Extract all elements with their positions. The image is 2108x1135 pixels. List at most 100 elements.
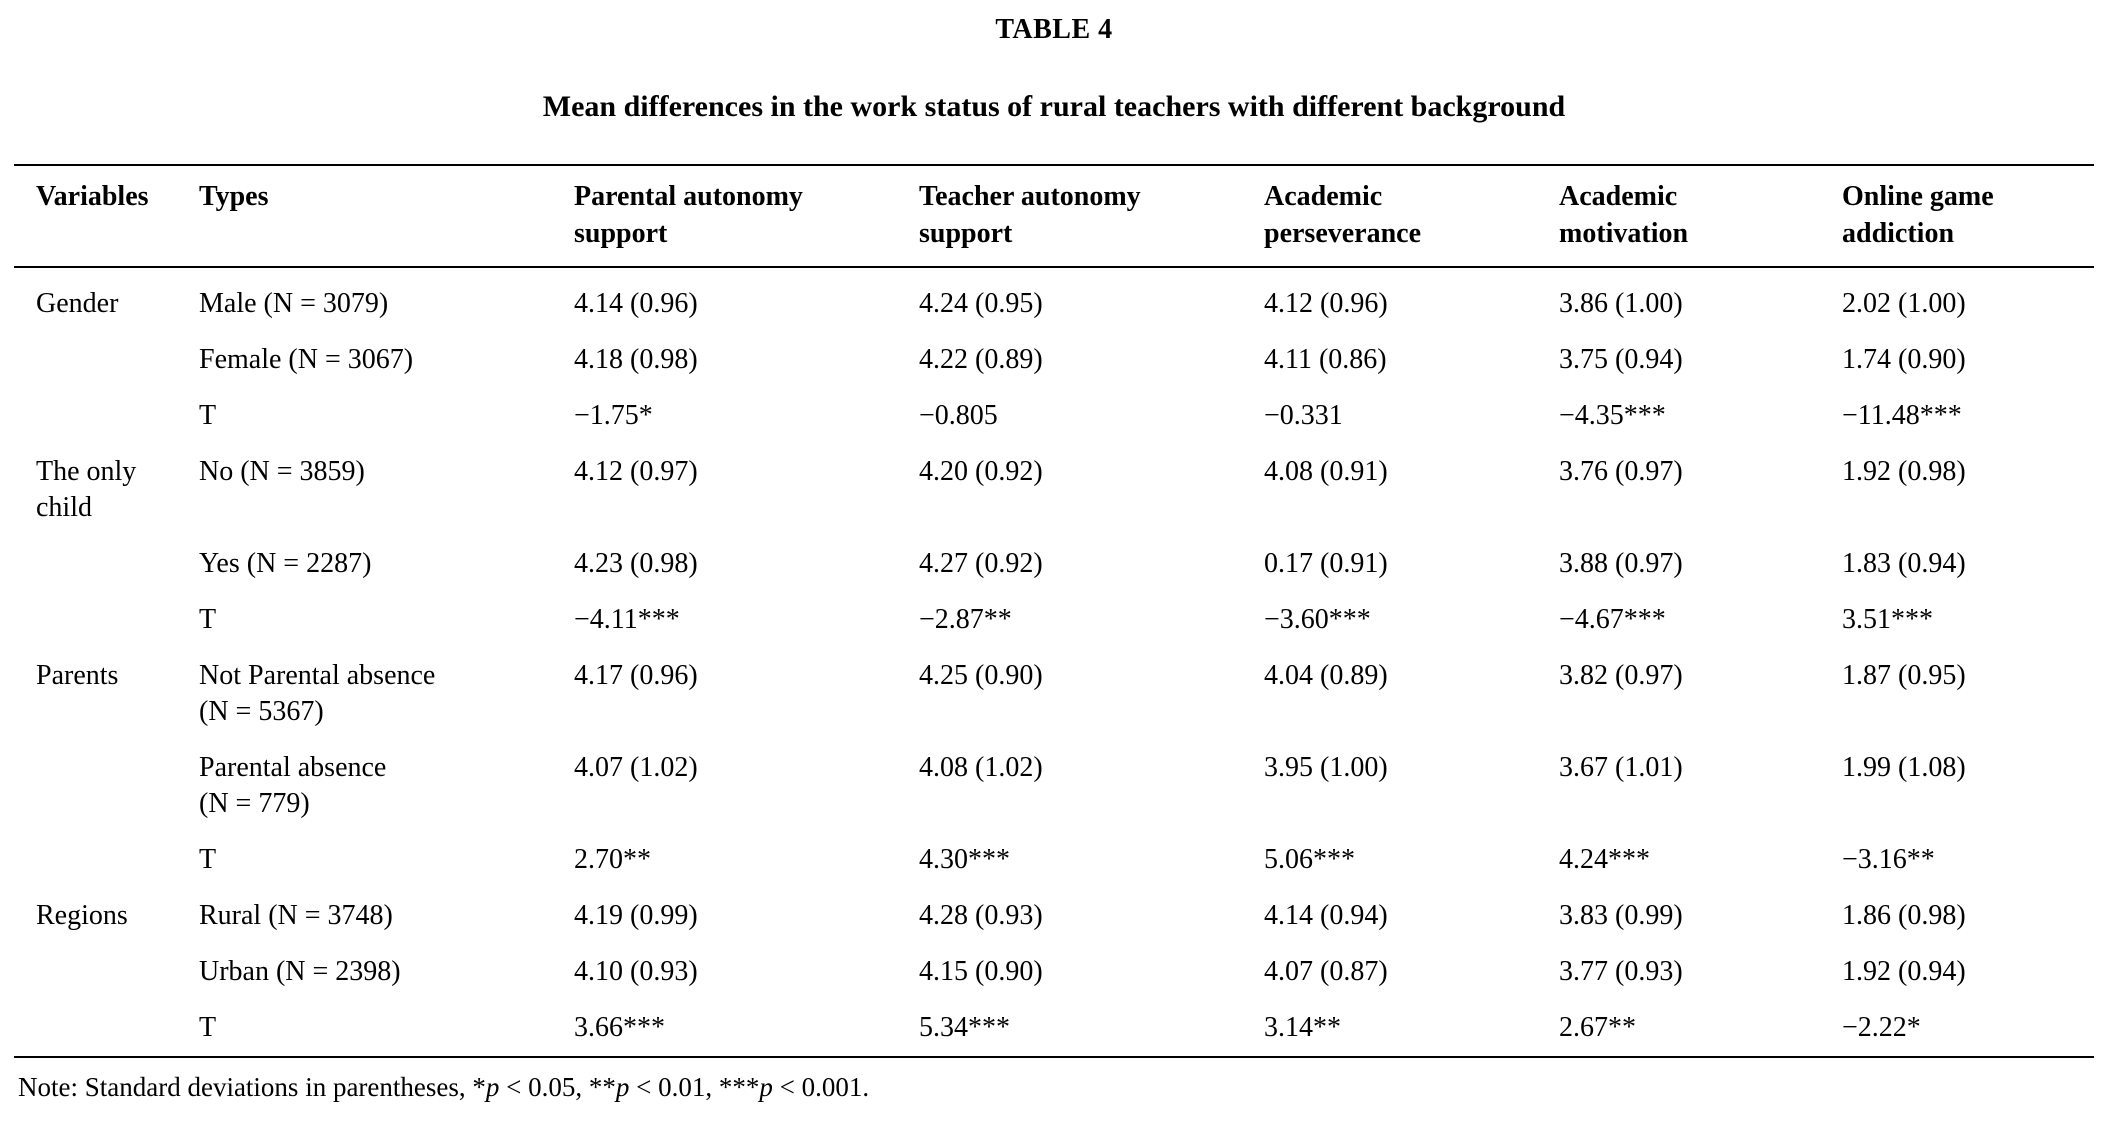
- value-cell: −2.22*: [1842, 1012, 1921, 1043]
- value-cell: 4.25 (0.90): [919, 660, 1043, 691]
- column-header: Variables: [14, 165, 199, 268]
- value-cell: −2.87**: [919, 604, 1012, 635]
- type-cell: Urban (N = 2398): [199, 956, 401, 987]
- value-cell: −4.11***: [574, 604, 680, 635]
- table-row: T 3.66*** 5.34*** 3.14** 2.67** −2.22*: [14, 1000, 2094, 1057]
- variable-cell: The only child: [36, 456, 137, 523]
- value-cell: −0.331: [1264, 400, 1343, 431]
- column-header: Academic motivation: [1559, 165, 1842, 268]
- type-cell: Parental absence (N = 779): [199, 752, 387, 819]
- note-text: < 0.01, ***: [629, 1072, 760, 1102]
- value-cell: 4.14 (0.94): [1264, 900, 1388, 931]
- table-row: Urban (N = 2398) 4.10 (0.93) 4.15 (0.90) 4.…: [14, 944, 2094, 1000]
- value-cell: 1.92 (0.98): [1842, 456, 1966, 487]
- value-cell: 4.11 (0.86): [1264, 344, 1387, 375]
- variable-cell: Gender: [36, 288, 119, 319]
- value-cell: 5.06***: [1264, 844, 1355, 875]
- value-cell: 4.08 (1.02): [919, 752, 1043, 783]
- value-cell: 4.17 (0.96): [574, 660, 698, 691]
- value-cell: 4.19 (0.99): [574, 900, 698, 931]
- variable-cell: [14, 740, 199, 832]
- table-row: The only child No (N = 3859) 4.12 (0.97) 4.…: [14, 444, 2094, 536]
- column-header: Teacher autonomy support: [919, 165, 1264, 268]
- value-cell: 2.67**: [1559, 1012, 1636, 1043]
- type-cell: No (N = 3859): [199, 456, 365, 487]
- value-cell: 3.51***: [1842, 604, 1933, 635]
- value-cell: 1.74 (0.90): [1842, 344, 1966, 375]
- value-cell: −0.805: [919, 400, 998, 431]
- type-cell: Not Parental absence (N = 5367): [199, 660, 436, 727]
- value-cell: 4.30***: [919, 844, 1010, 875]
- value-cell: 2.02 (1.00): [1842, 288, 1966, 319]
- value-cell: 3.88 (0.97): [1559, 548, 1683, 579]
- value-cell: 4.15 (0.90): [919, 956, 1043, 987]
- value-cell: 4.28 (0.93): [919, 900, 1043, 931]
- variable-cell: [14, 332, 199, 388]
- table-body: Gender Male (N = 3079) 4.14 (0.96) 4.24 (0.…: [14, 267, 2094, 1057]
- value-cell: 1.99 (1.08): [1842, 752, 1966, 783]
- results-table: Variables Types Parental autonomy support T…: [14, 164, 2094, 1058]
- value-cell: 4.07 (0.87): [1264, 956, 1388, 987]
- type-cell: Male (N = 3079): [199, 288, 389, 319]
- type-cell: T: [199, 400, 217, 431]
- value-cell: 4.20 (0.92): [919, 456, 1043, 487]
- type-cell: T: [199, 844, 217, 875]
- note-italic-p: p: [759, 1072, 773, 1102]
- table-row: Gender Male (N = 3079) 4.14 (0.96) 4.24 (0.…: [14, 267, 2094, 332]
- value-cell: 3.76 (0.97): [1559, 456, 1683, 487]
- value-cell: 4.27 (0.92): [919, 548, 1043, 579]
- value-cell: 5.34***: [919, 1012, 1010, 1043]
- note-italic-p: p: [485, 1072, 500, 1102]
- variable-cell: Regions: [36, 900, 128, 931]
- table-row: Female (N = 3067) 4.18 (0.98) 4.22 (0.89) 4…: [14, 332, 2094, 388]
- note-italic-p: p: [615, 1072, 630, 1102]
- value-cell: 3.77 (0.93): [1559, 956, 1683, 987]
- value-cell: 3.86 (1.00): [1559, 288, 1683, 319]
- value-cell: 3.75 (0.94): [1559, 344, 1683, 375]
- value-cell: 3.67 (1.01): [1559, 752, 1683, 783]
- value-cell: 1.86 (0.98): [1842, 900, 1966, 931]
- variable-cell: Parents: [36, 660, 119, 691]
- value-cell: 4.24 (0.95): [919, 288, 1043, 319]
- value-cell: 3.66***: [574, 1012, 665, 1043]
- value-cell: 1.87 (0.95): [1842, 660, 1966, 691]
- value-cell: −4.67***: [1559, 604, 1666, 635]
- value-cell: 0.17 (0.91): [1264, 548, 1388, 579]
- column-header: Types: [199, 165, 574, 268]
- value-cell: 3.83 (0.99): [1559, 900, 1683, 931]
- type-cell: Yes (N = 2287): [199, 548, 372, 579]
- note-text: Note: Standard deviations in parentheses…: [18, 1072, 486, 1102]
- type-cell: Female (N = 3067): [199, 344, 414, 375]
- table-row: T −4.11*** −2.87** −3.60*** −4.67*** 3.51***: [14, 592, 2094, 648]
- value-cell: 1.83 (0.94): [1842, 548, 1966, 579]
- table-title: Mean differences in the work status of r…: [542, 90, 1566, 123]
- variable-cell: [14, 944, 199, 1000]
- note-text: < 0.001.: [772, 1072, 870, 1102]
- value-cell: 2.70**: [574, 844, 651, 875]
- type-cell: Rural (N = 3748): [199, 900, 393, 931]
- note-text: < 0.05, **: [499, 1072, 616, 1102]
- table-label: TABLE 4: [995, 14, 1113, 45]
- table-note: Note: Standard deviations in parentheses…: [14, 1072, 2094, 1103]
- value-cell: 4.24***: [1559, 844, 1650, 875]
- column-header: Academic perseverance: [1264, 165, 1559, 268]
- variable-cell: [14, 1000, 199, 1057]
- variable-cell: [14, 832, 199, 888]
- value-cell: 4.23 (0.98): [574, 548, 698, 579]
- value-cell: 4.12 (0.96): [1264, 288, 1388, 319]
- column-header: Online game addiction: [1842, 165, 2094, 268]
- variable-cell: [14, 536, 199, 592]
- value-cell: 4.07 (1.02): [574, 752, 698, 783]
- table-row: T −1.75* −0.805 −0.331 −4.35*** −11.48***: [14, 388, 2094, 444]
- value-cell: 4.08 (0.91): [1264, 456, 1388, 487]
- value-cell: −11.48***: [1842, 400, 1962, 431]
- value-cell: −3.16**: [1842, 844, 1935, 875]
- value-cell: 4.22 (0.89): [919, 344, 1043, 375]
- value-cell: −4.35***: [1559, 400, 1666, 431]
- variable-cell: [14, 592, 199, 648]
- table-row: Yes (N = 2287) 4.23 (0.98) 4.27 (0.92) 0.17…: [14, 536, 2094, 592]
- value-cell: 4.18 (0.98): [574, 344, 698, 375]
- value-cell: −3.60***: [1264, 604, 1371, 635]
- column-header: Parental autonomy support: [574, 165, 919, 268]
- table-row: Regions Rural (N = 3748) 4.19 (0.99) 4.28 (…: [14, 888, 2094, 944]
